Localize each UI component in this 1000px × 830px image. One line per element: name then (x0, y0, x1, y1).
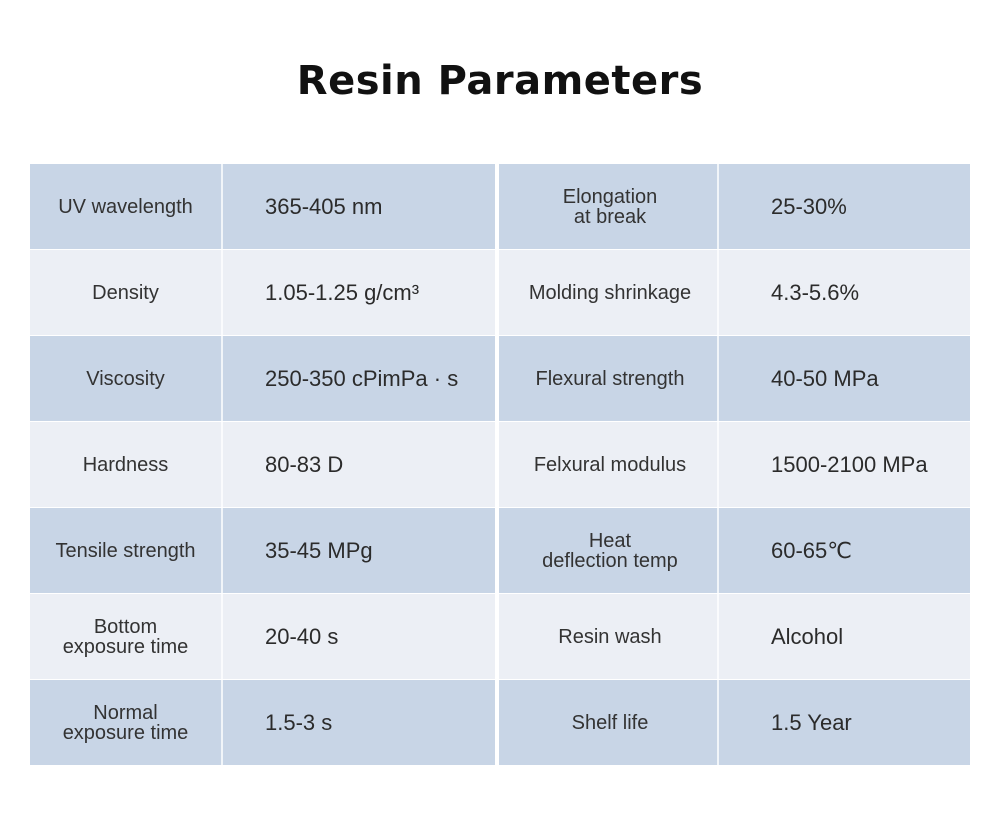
parameter-value: 250-350 cPimPa · s (265, 365, 459, 391)
table-row: Hardness 80-83 D Felxural modulus 1500-2… (30, 422, 970, 507)
parameter-label: Felxural modulus (533, 453, 687, 476)
right-cell-group: Heat deflection temp 60-65℃ (503, 508, 970, 593)
parameter-label: Heat deflection temp (542, 529, 678, 572)
parameter-value: 35-45 MPg (265, 537, 373, 563)
left-cell-group: Density 1.05-1.25 g/cm³ (30, 250, 495, 335)
divider (717, 250, 719, 335)
parameters-table: UV wavelength 365-405 nm Elongation at b… (30, 164, 970, 766)
left-cell-group: UV wavelength 365-405 nm (30, 164, 495, 249)
divider (717, 422, 719, 507)
parameter-value: 60-65℃ (771, 537, 852, 563)
parameter-label: Molding shrinkage (528, 281, 692, 304)
divider (495, 680, 499, 765)
parameter-value: Alcohol (771, 623, 844, 649)
parameter-label: Shelf life (571, 711, 649, 734)
parameter-value: 25-30% (771, 193, 847, 219)
parameter-label: Elongation at break (562, 185, 658, 228)
parameter-value: 1.5-3 s (265, 709, 333, 735)
parameter-value: 1500-2100 MPa (771, 451, 928, 477)
left-cell-group: Hardness 80-83 D (30, 422, 495, 507)
parameter-label: Flexural strength (535, 367, 685, 390)
divider (221, 250, 223, 335)
parameter-value: 365-405 nm (265, 193, 383, 219)
right-cell-group: Molding shrinkage 4.3-5.6% (503, 250, 970, 335)
parameter-value: 80-83 D (265, 451, 344, 477)
divider (495, 508, 499, 593)
parameter-label: Viscosity (86, 367, 165, 390)
parameter-label: UV wavelength (58, 195, 193, 218)
right-cell-group: Shelf life 1.5 Year (503, 680, 970, 765)
parameter-value: 1.05-1.25 g/cm³ (265, 279, 420, 305)
page-title: Resin Parameters (296, 58, 704, 104)
divider (717, 336, 719, 421)
right-cell-group: Resin wash Alcohol (503, 594, 970, 679)
table-row: Density 1.05-1.25 g/cm³ Molding shrinkag… (30, 250, 970, 335)
left-cell-group: Viscosity 250-350 cPimPa · s (30, 336, 495, 421)
left-cell-group: Bottom exposure time 20-40 s (30, 594, 495, 679)
parameter-value: 40-50 MPa (771, 365, 879, 391)
right-cell-group: Elongation at break 25-30% (503, 164, 970, 249)
parameter-value: 4.3-5.6% (771, 279, 860, 305)
divider (717, 594, 719, 679)
divider (221, 680, 223, 765)
divider (221, 594, 223, 679)
divider (717, 508, 719, 593)
table-row: Bottom exposure time 20-40 s Resin wash … (30, 594, 970, 679)
parameter-label: Bottom exposure time (62, 615, 189, 658)
left-cell-group: Tensile strength 35-45 MPg (30, 508, 495, 593)
divider (495, 422, 499, 507)
left-cell-group: Normal exposure time 1.5-3 s (30, 680, 495, 765)
table-row: UV wavelength 365-405 nm Elongation at b… (30, 164, 970, 249)
parameter-label: Density (92, 281, 159, 304)
divider (495, 250, 499, 335)
parameter-value: 20-40 s (265, 623, 339, 649)
divider (717, 164, 719, 249)
divider (495, 336, 499, 421)
divider (221, 422, 223, 507)
divider (221, 336, 223, 421)
divider (495, 594, 499, 679)
divider (717, 680, 719, 765)
parameter-label: Normal exposure time (62, 701, 189, 744)
divider (221, 508, 223, 593)
parameter-label: Tensile strength (55, 539, 196, 562)
divider (221, 164, 223, 249)
parameter-label: Hardness (82, 453, 169, 476)
right-cell-group: Felxural modulus 1500-2100 MPa (503, 422, 970, 507)
parameter-value: 1.5 Year (771, 709, 852, 735)
table-row: Normal exposure time 1.5-3 s Shelf life … (30, 680, 970, 765)
right-cell-group: Flexural strength 40-50 MPa (503, 336, 970, 421)
parameter-label: Resin wash (558, 625, 662, 648)
table-row: Viscosity 250-350 cPimPa · s Flexural st… (30, 336, 970, 421)
table-row: Tensile strength 35-45 MPg Heat deflecti… (30, 508, 970, 593)
divider (495, 164, 499, 249)
